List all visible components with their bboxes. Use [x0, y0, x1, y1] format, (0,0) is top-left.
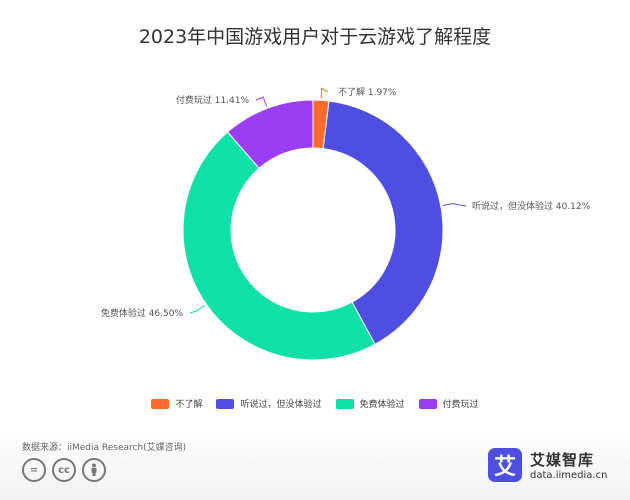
donut-slice-1 [322, 100, 444, 345]
legend-label-3: 付费玩过 [442, 400, 479, 410]
person-icon [82, 458, 106, 482]
cc-icon: cc [52, 458, 76, 482]
data-label-0: 不了解 1.97% [338, 86, 397, 98]
legend-item-1[interactable]: 听说过，但没体验过 [216, 397, 322, 410]
legend-swatch-0 [151, 398, 170, 409]
footer-band [0, 425, 630, 500]
brand-name: 艾媒智库 [530, 451, 595, 469]
legend-label-0: 不了解 [175, 400, 203, 410]
donut-slice-3 [226, 99, 314, 169]
equals-icon: = [22, 458, 46, 482]
legend-label-1: 听说过，但没体验过 [240, 400, 322, 410]
leader-line-2 [189, 304, 205, 314]
brand-url: data.iimedia.cn [530, 470, 608, 481]
legend-item-0[interactable]: 不了解 [151, 397, 202, 410]
data-label-1: 听说过，但没体验过 40.12% [472, 200, 591, 212]
data-label-3: 付费玩过 11.41% [176, 94, 250, 106]
chart-title: 2023年中国游戏用户对于云游戏了解程度 [138, 26, 492, 48]
source-note: 数据来源：iiMedia Research(艾媒咨询) [22, 443, 187, 453]
donut-chart: 不了解 1.97% 听说过，但没体验过 40.12% 免费体验过 46.50% 付费玩… [101, 86, 591, 361]
data-label-2: 免费体验过 46.50% [101, 307, 184, 319]
leader-line-0 [320, 87, 329, 99]
brand-icon: 艾 [488, 448, 522, 482]
legend-swatch-2 [335, 398, 354, 409]
legend-item-3[interactable]: 付费玩过 [418, 397, 479, 410]
donut-slice-2 [182, 131, 376, 361]
leader-line-1 [442, 203, 467, 207]
leader-line-3 [255, 96, 268, 107]
brand-logo: 艾 艾媒智库 data.iimedia.cn [488, 448, 607, 482]
legend-item-2[interactable]: 免费体验过 [335, 397, 405, 410]
legend: 不了解 听说过，但没体验过 免费体验过 付费玩过 [0, 397, 630, 410]
legend-swatch-3 [418, 398, 437, 409]
license-icons: = cc [22, 458, 106, 482]
legend-swatch-1 [216, 398, 235, 409]
legend-label-2: 免费体验过 [359, 400, 405, 410]
